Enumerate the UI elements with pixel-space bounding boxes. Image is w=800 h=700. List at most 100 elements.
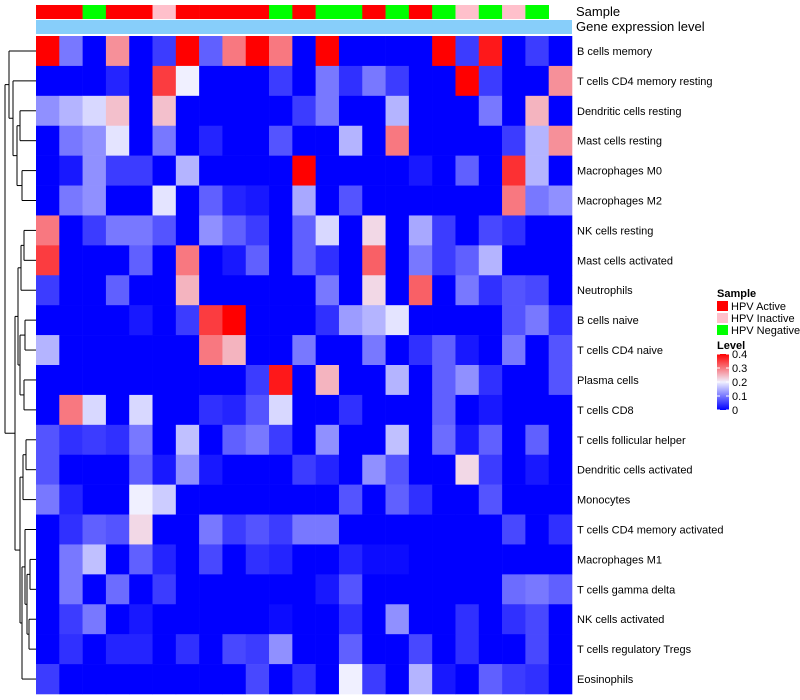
heatmap-cell — [432, 424, 456, 456]
heatmap-cell — [36, 394, 60, 426]
heatmap-cell — [338, 604, 363, 635]
heatmap-cell — [362, 155, 386, 186]
heatmap-cell — [338, 95, 363, 127]
heatmap-cell — [129, 544, 153, 575]
heatmap-cell — [385, 394, 410, 426]
heatmap-cell — [362, 365, 386, 396]
heatmap-cell — [455, 664, 480, 695]
heatmap-cell — [36, 65, 60, 97]
heatmap-cell — [432, 365, 456, 396]
heatmap-cell — [315, 514, 340, 545]
heatmap-cell — [222, 185, 247, 216]
heatmap-cell — [292, 484, 316, 515]
heatmap-cell — [548, 514, 573, 545]
row-label: Macrophages M0 — [577, 166, 662, 178]
heatmap-cell — [362, 394, 386, 426]
heatmap-cell — [525, 305, 549, 336]
heatmap-cell — [129, 574, 153, 605]
row-label: T cells follicular helper — [577, 435, 686, 447]
heatmap-cell — [222, 125, 247, 156]
heatmap-cell — [59, 305, 83, 336]
heatmap-cell — [455, 604, 480, 635]
heatmap-cell — [502, 185, 526, 216]
heatmap-cell — [152, 634, 177, 665]
heatmap-cell — [59, 454, 83, 485]
heatmap-cell — [245, 454, 270, 485]
heatmap-cell — [222, 544, 247, 575]
heatmap-cell — [199, 245, 223, 276]
heatmap-cell — [82, 394, 107, 426]
heatmap-cell — [175, 305, 200, 336]
heatmap-cell — [222, 335, 247, 366]
heatmap-cell — [455, 514, 480, 545]
heatmap-cell — [455, 275, 480, 306]
heatmap-cell — [129, 514, 153, 545]
heatmap-cell — [338, 275, 363, 306]
heatmap-cell — [362, 335, 386, 366]
row-labels: B cells memory T cells CD4 memory resting… — [577, 46, 724, 686]
heatmap-cell — [432, 604, 456, 635]
heatmap-cell — [525, 125, 549, 156]
heatmap-cell — [199, 365, 223, 396]
heatmap-cell — [315, 484, 340, 515]
heatmap-cell — [408, 574, 433, 605]
heatmap-cell — [338, 664, 363, 695]
heatmap-cell — [129, 634, 153, 665]
heatmap-cell — [292, 125, 316, 156]
heatmap-cell — [36, 454, 60, 485]
heatmap-cell — [269, 634, 293, 665]
heatmap-cell — [525, 394, 549, 426]
heatmap-cell — [408, 185, 433, 216]
heatmap-cell — [59, 484, 83, 515]
heatmap-cell — [455, 335, 480, 366]
heatmap-cell — [315, 125, 340, 156]
heatmap-cell — [385, 424, 410, 456]
heatmap-cell — [478, 65, 503, 97]
sample-annotation-cell — [292, 5, 316, 19]
heatmap-cell — [292, 245, 316, 276]
heatmap-cell — [548, 365, 573, 396]
row-label: NK cells activated — [577, 614, 664, 626]
heatmap-cell — [152, 514, 177, 545]
heatmap-cell — [152, 65, 177, 97]
heatmap-cell — [269, 305, 293, 336]
heatmap-cell — [315, 454, 340, 485]
heatmap-cell — [432, 95, 456, 127]
heatmap-cell — [315, 574, 340, 605]
heatmap-cell — [385, 125, 410, 156]
heatmap-cell — [478, 215, 503, 246]
heatmap-cell — [59, 544, 83, 575]
heatmap-cell — [59, 125, 83, 156]
annotation-label-sample: Sample — [576, 4, 620, 19]
heatmap-cell — [455, 365, 480, 396]
heatmap-cell — [455, 484, 480, 515]
heatmap-cell — [408, 394, 433, 426]
heatmap-cell — [152, 544, 177, 575]
heatmap-cell — [432, 544, 456, 575]
heatmap-cell — [525, 365, 549, 396]
heatmap-cell — [385, 604, 410, 635]
heatmap-cell — [129, 275, 153, 306]
heatmap-cell — [315, 215, 340, 246]
heatmap-cell — [548, 484, 573, 515]
heatmap-cell — [222, 514, 247, 545]
heatmap-cell — [525, 36, 549, 67]
legend-sample-swatch — [717, 313, 728, 323]
heatmap-cell — [548, 215, 573, 246]
heatmap-cell — [36, 574, 60, 605]
heatmap-cell — [199, 36, 223, 67]
heatmap-cell — [292, 604, 316, 635]
heatmap-cell — [408, 155, 433, 186]
heatmap-cell — [175, 664, 200, 695]
heatmap-cell — [502, 65, 526, 97]
heatmap-cell — [59, 664, 83, 695]
heatmap-cell — [525, 185, 549, 216]
heatmap-cell — [59, 275, 83, 306]
heatmap-cell — [455, 65, 480, 97]
heatmap-cell — [292, 394, 316, 426]
heatmap-cell — [245, 245, 270, 276]
heatmap-cell — [82, 36, 107, 67]
heatmap-cell — [199, 394, 223, 426]
heatmap-cell — [408, 245, 433, 276]
heatmap-cell — [455, 125, 480, 156]
